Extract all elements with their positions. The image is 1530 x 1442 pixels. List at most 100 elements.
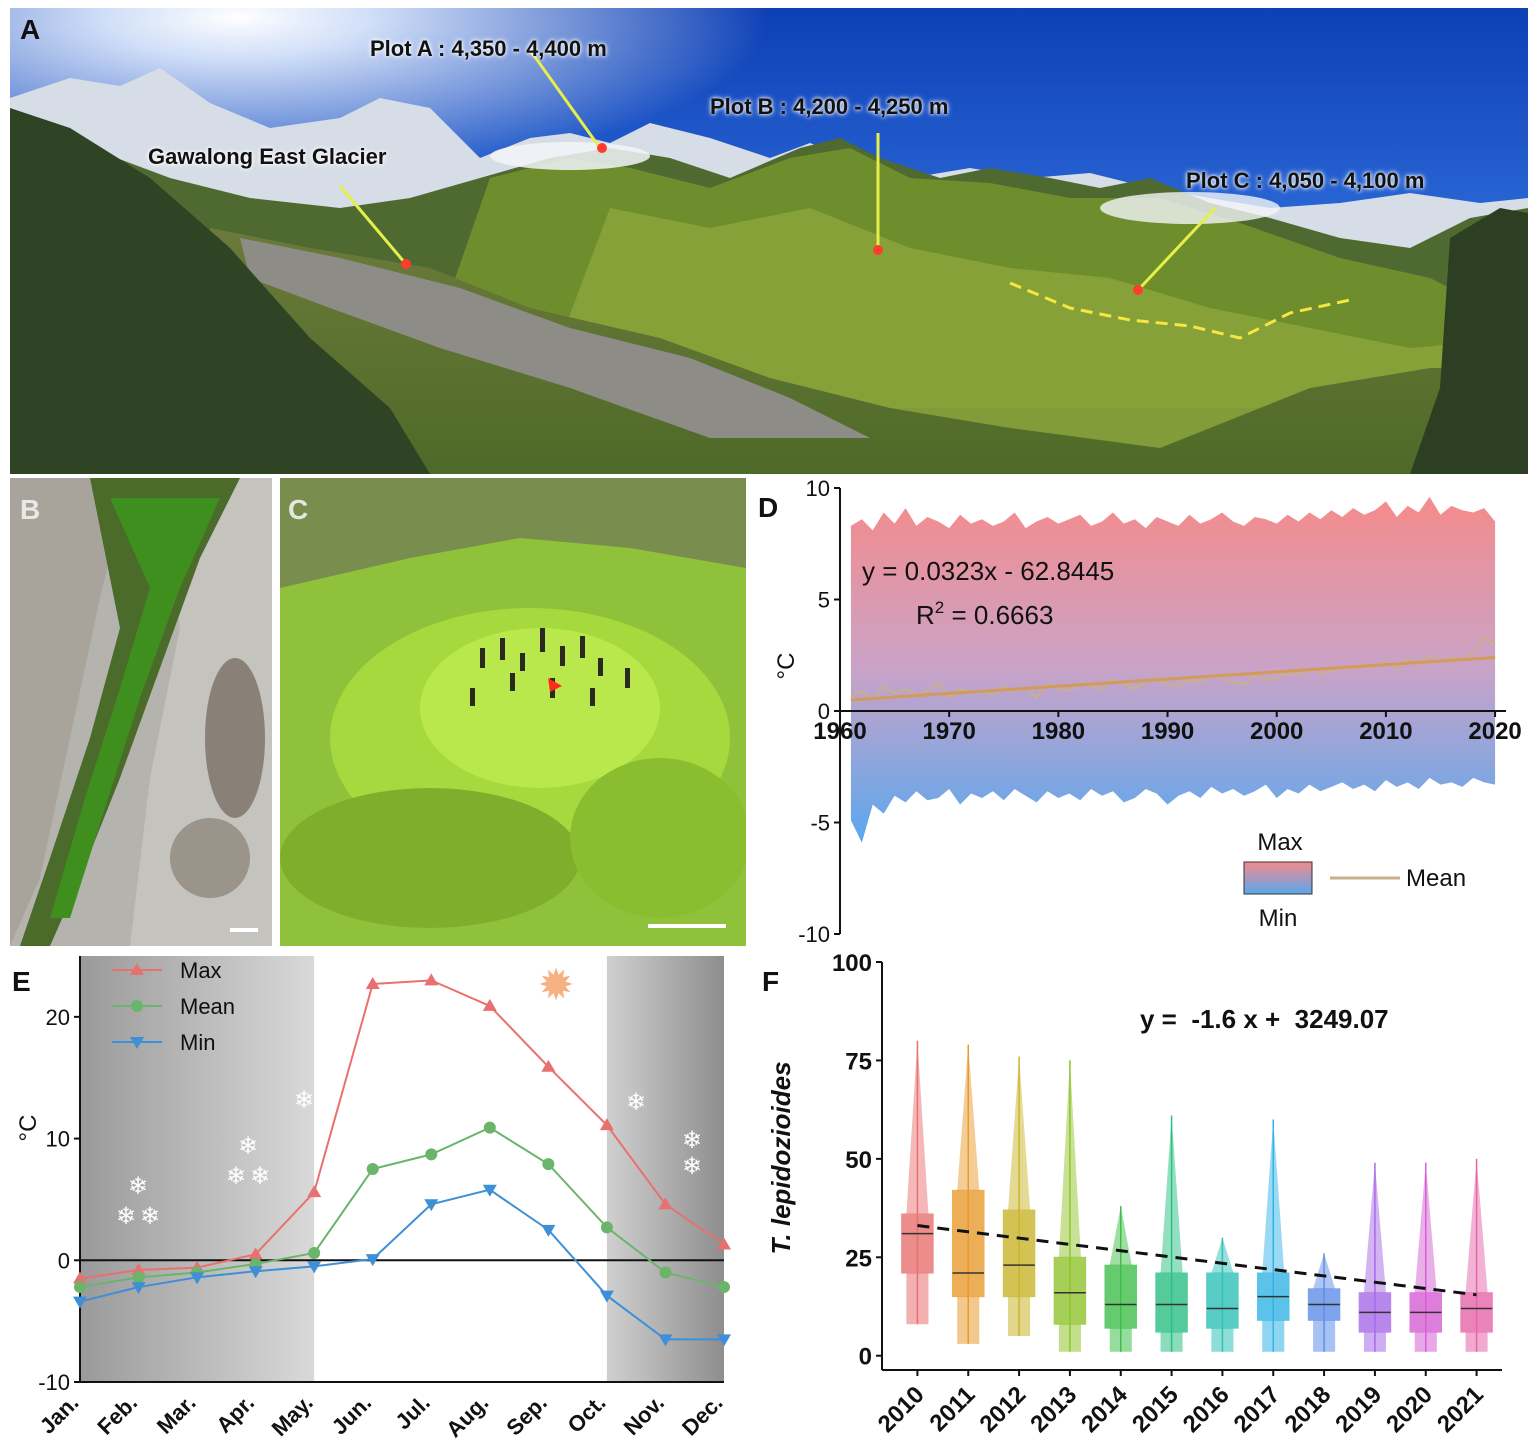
- e-y-tick-label: 10: [46, 1127, 70, 1152]
- e-x-tick-label: Oct.: [563, 1390, 611, 1438]
- e-point-min: [658, 1334, 673, 1347]
- panel-label-b: B: [20, 494, 41, 525]
- e-point-max: [307, 1185, 322, 1198]
- f-tail: [1313, 1253, 1336, 1289]
- d-x-tick-label: 1980: [1032, 718, 1085, 745]
- e-point-max: [599, 1118, 614, 1131]
- e-x-tick-label: Aug.: [441, 1390, 493, 1442]
- f-tail: [1109, 1206, 1132, 1266]
- e-y-axis-label: °C: [15, 1115, 42, 1142]
- panel-c-photo: C: [280, 478, 746, 946]
- panel-label-c: C: [288, 494, 309, 525]
- e-point-max: [424, 973, 439, 986]
- e-point-max: [717, 1237, 731, 1250]
- e-point-mean: [74, 1281, 86, 1294]
- e-point-max: [131, 1263, 146, 1276]
- f-lower-box: [1465, 1332, 1488, 1352]
- d-y-tick-label: 10: [806, 476, 830, 501]
- e-x-tick-label: Nov.: [619, 1390, 669, 1440]
- f-x-tick-label: 2015: [1127, 1381, 1184, 1438]
- plot-b-marker: [873, 245, 883, 255]
- e-point-min: [131, 1282, 146, 1295]
- e-point-max: [658, 1197, 673, 1210]
- f-x-tick-label: 2012: [974, 1381, 1031, 1438]
- f-box: [1155, 1272, 1188, 1333]
- f-x-tick-label: 2014: [1076, 1381, 1133, 1438]
- snowflake-icon: ❄: [626, 1089, 646, 1116]
- snowflake-icon: ❄: [128, 1173, 148, 1200]
- f-tail: [1211, 1237, 1234, 1274]
- d-legend-max-label: Max: [1257, 829, 1302, 856]
- f-box: [1053, 1256, 1087, 1325]
- f-lower-box: [1313, 1320, 1336, 1352]
- snowflake-icon: ❄: [682, 1153, 702, 1180]
- d-y-axis-label: °C: [773, 653, 800, 680]
- sun-icon: ✹: [538, 961, 575, 1010]
- e-point-min: [717, 1334, 731, 1347]
- e-x-tick-label: May.: [267, 1390, 318, 1441]
- e-x-tick-label: Mar.: [152, 1390, 201, 1439]
- e-point-max: [482, 998, 497, 1011]
- d-x-tick-label: 2010: [1359, 718, 1412, 745]
- panel-label-e: E: [12, 966, 31, 997]
- plot-c-marker: [1133, 285, 1143, 295]
- panel-label-f: F: [762, 966, 780, 997]
- panorama-photo: [10, 8, 1528, 474]
- f-x-tick-label: 2021: [1432, 1381, 1489, 1438]
- f-tail: [1414, 1162, 1437, 1293]
- e-point-min: [482, 1184, 497, 1197]
- f-tail: [1008, 1056, 1031, 1211]
- f-equation: y = -1.6 x + 3249.07: [1140, 1004, 1389, 1034]
- d-r-squared: R2 = 0.6663: [916, 598, 1053, 630]
- f-lower-box: [1109, 1328, 1132, 1352]
- e-cold-season-shade: [606, 956, 724, 1382]
- e-point-min: [541, 1224, 556, 1237]
- e-point-max: [248, 1247, 263, 1260]
- e-point-min: [365, 1254, 380, 1267]
- e-point-mean: [659, 1266, 672, 1279]
- temperature-area-chart: 10 5 0 -5 -10 1960 1970 1980 1990 2000 2010 2020 y …: [773, 476, 1522, 946]
- d-trend-line: [850, 655, 1496, 702]
- e-legend-marker: [130, 1037, 144, 1049]
- d-y-tick-label: 5: [818, 588, 830, 613]
- f-x-tick-label: 2020: [1381, 1381, 1438, 1438]
- f-x-tick-label: 2016: [1178, 1381, 1235, 1438]
- panel-e-chart: 20 10 0 -10 Jan. Feb. Mar. Apr. May. Jun. Jul. Aug.…: [8, 948, 752, 1442]
- snowflake-icon: ❄: [226, 1163, 246, 1190]
- e-x-tick-label: Jun.: [327, 1390, 377, 1440]
- f-box: [1104, 1264, 1138, 1329]
- e-y-tick-label: 0: [58, 1248, 70, 1273]
- f-tail: [1465, 1158, 1488, 1293]
- f-lower-box: [1262, 1320, 1285, 1352]
- e-legend-label: Mean: [180, 994, 235, 1019]
- f-y-tick-label: 50: [845, 1147, 872, 1174]
- f-tail: [1160, 1115, 1183, 1274]
- moss-cushion-photo: [280, 478, 746, 946]
- e-point-mean: [132, 1271, 145, 1284]
- e-x-tick-label: Feb.: [92, 1390, 142, 1440]
- e-point-mean: [718, 1281, 730, 1294]
- e-point-mean: [425, 1148, 438, 1161]
- f-lower-box: [1363, 1332, 1386, 1352]
- e-point-min: [424, 1199, 439, 1212]
- f-y-tick-label: 100: [832, 950, 872, 977]
- plot-a-marker: [597, 143, 607, 153]
- e-x-tick-label: Apr.: [211, 1390, 259, 1438]
- f-lower-box: [1414, 1332, 1437, 1352]
- e-legend-marker: [130, 963, 144, 975]
- f-x-tick-label: 2019: [1330, 1381, 1387, 1438]
- f-box: [1206, 1272, 1239, 1329]
- e-point-mean: [308, 1246, 321, 1259]
- e-x-tick-label: Jul.: [390, 1390, 434, 1434]
- e-line-min: [79, 1188, 724, 1341]
- f-box: [951, 1189, 985, 1298]
- e-point-min: [190, 1272, 205, 1285]
- f-lower-box: [1058, 1324, 1081, 1352]
- e-x-tick-label: Dec.: [677, 1390, 728, 1441]
- e-point-min: [307, 1261, 322, 1274]
- e-point-mean: [483, 1121, 496, 1134]
- plot-a-label: Plot A : 4,350 - 4,400 m: [370, 36, 607, 61]
- snowflake-icon: ❄: [682, 1127, 702, 1154]
- f-lower-box: [1008, 1296, 1031, 1337]
